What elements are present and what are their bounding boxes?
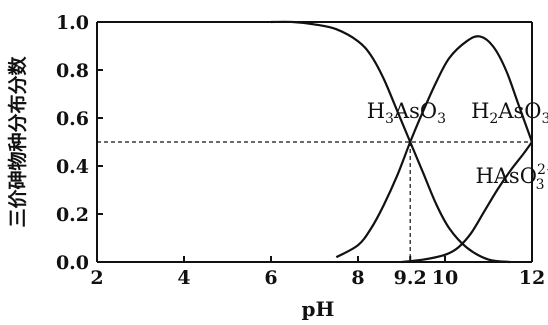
x-tick-label-1: 4 <box>177 267 190 289</box>
y-tick-label-2: 0.4 <box>56 156 89 178</box>
y-axis-title: 三价砷物种分布分数 <box>6 56 29 228</box>
x-tick-label-2: 6 <box>264 267 277 289</box>
y-tick-label-5: 1.0 <box>56 12 89 34</box>
series-curve-0 <box>270 20 511 264</box>
species-label-2: HAsO2−3 <box>475 162 548 193</box>
x-axis-title: pH <box>302 297 335 321</box>
labels: 2 4 6 8 9.2 10 12 0.0 0.2 0.4 0.6 0.8 1.0 H3AsO3 H2AsO… <box>56 12 548 289</box>
series-curve-2 <box>401 141 533 264</box>
curves <box>270 20 534 264</box>
x-tick-label-6: 12 <box>519 267 545 289</box>
y-tick-label-0: 0.0 <box>56 252 89 274</box>
reference-lines <box>97 141 532 262</box>
y-tick-label-4: 0.8 <box>56 60 89 82</box>
y-tick-label-1: 0.2 <box>56 204 89 226</box>
species-label-0: H3AsO3 <box>367 99 446 127</box>
y-tick-label-3: 0.6 <box>56 108 89 130</box>
x-tick-label-0: 2 <box>90 267 103 289</box>
series-curve-1 <box>335 35 534 259</box>
species-label-1: H2AsO3 <box>471 99 548 127</box>
ticks <box>96 21 533 263</box>
x-tick-label-5: 10 <box>432 267 458 289</box>
x-tick-label-3: 8 <box>351 267 364 289</box>
x-tick-label-4: 9.2 <box>394 267 427 289</box>
